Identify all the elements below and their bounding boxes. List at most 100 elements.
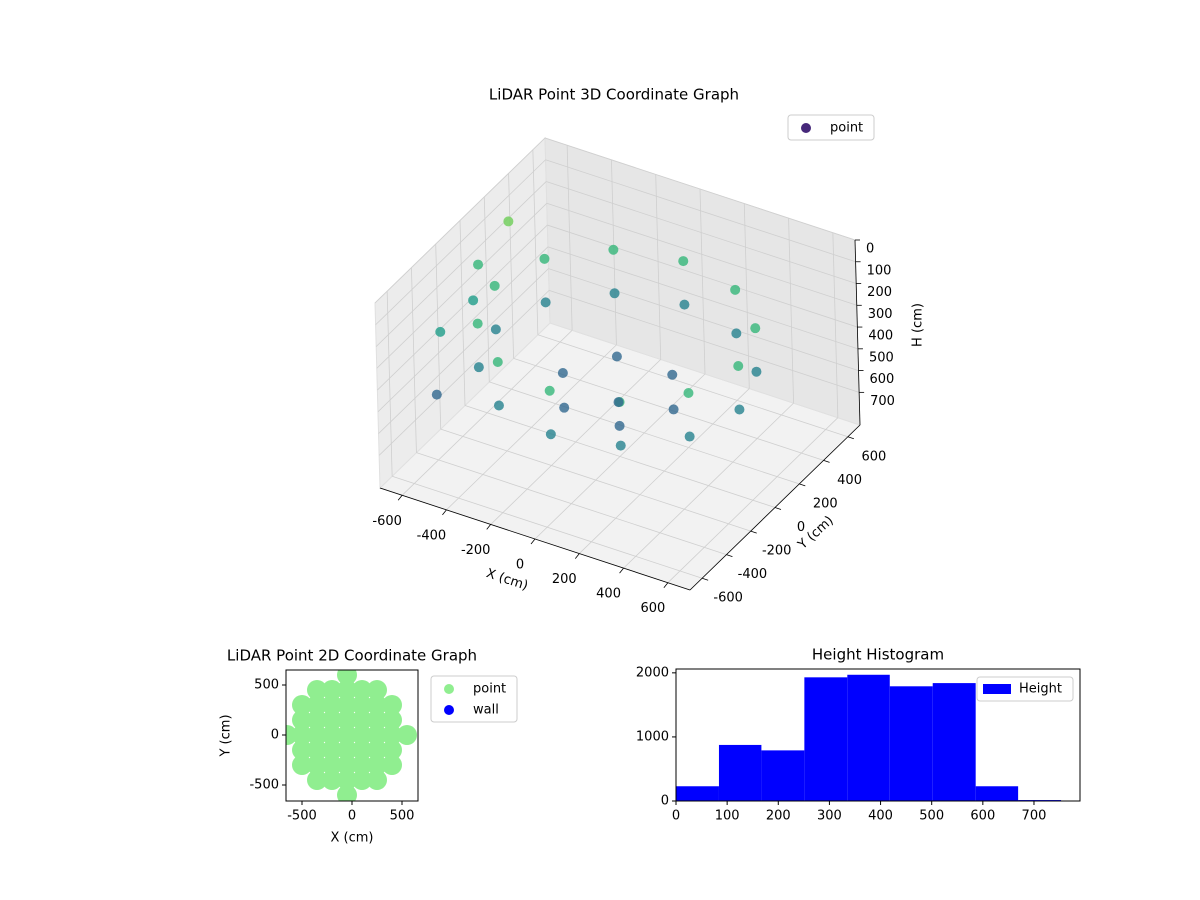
point <box>668 404 679 415</box>
grid-line <box>483 196 490 382</box>
x-tick-label: -600 <box>372 514 402 529</box>
grid-line <box>508 173 514 359</box>
point <box>352 695 372 715</box>
point <box>539 253 550 264</box>
legend-marker <box>801 123 811 133</box>
grid-line <box>489 381 800 485</box>
point <box>307 755 327 775</box>
bar <box>804 677 848 801</box>
point <box>678 256 689 267</box>
point <box>337 770 357 790</box>
grid-line <box>392 475 703 579</box>
x-tick <box>619 567 624 574</box>
point <box>382 755 402 775</box>
grid-line <box>375 159 546 326</box>
grid-line <box>544 137 856 241</box>
grid-line <box>699 188 706 375</box>
point <box>367 710 387 730</box>
point <box>679 299 690 310</box>
grid-line <box>459 220 466 406</box>
grid-line <box>546 181 857 284</box>
x-tick-label: 400 <box>596 587 621 602</box>
point <box>613 397 624 408</box>
grid-line <box>537 334 848 438</box>
grid-line <box>743 203 750 389</box>
x-tick-label: 600 <box>970 809 995 824</box>
point <box>337 680 357 700</box>
point <box>292 695 312 715</box>
grid-line <box>655 174 662 360</box>
point <box>292 755 312 775</box>
y-tick-label: 0 <box>271 728 279 743</box>
point <box>307 695 327 715</box>
x-tick-label: 100 <box>715 809 740 824</box>
grid-line <box>566 145 573 331</box>
y-tick-label: -200 <box>762 544 792 559</box>
point <box>292 710 312 730</box>
x-tick <box>442 509 447 516</box>
grid-line <box>547 246 859 350</box>
point <box>545 429 556 440</box>
bar <box>761 750 805 801</box>
point <box>322 725 342 745</box>
x-tick-label: 600 <box>640 601 665 616</box>
point <box>382 740 402 760</box>
grid-line <box>416 452 727 556</box>
point <box>614 420 625 431</box>
point <box>367 695 387 715</box>
legend-label: point <box>473 682 506 697</box>
y-tick-label: -500 <box>249 778 279 793</box>
point <box>559 402 570 413</box>
point <box>731 328 742 339</box>
point <box>307 740 327 760</box>
point <box>397 725 417 745</box>
y-tick-label: 0 <box>661 794 669 809</box>
y-axis <box>689 424 861 591</box>
grid-line <box>788 218 794 404</box>
grid-line <box>547 224 858 328</box>
point <box>367 725 387 745</box>
x-tick-label: 300 <box>817 809 842 824</box>
bar <box>975 786 1019 801</box>
point <box>322 740 342 760</box>
z-axis-label: H (cm) <box>911 303 926 347</box>
bar <box>676 786 719 801</box>
bar <box>847 674 890 801</box>
point <box>307 770 327 790</box>
chart-title: LiDAR Point 2D Coordinate Graph <box>227 647 477 665</box>
point <box>751 366 762 377</box>
point <box>750 323 761 334</box>
point <box>337 695 357 715</box>
y-tick-label: 2000 <box>636 665 669 680</box>
point <box>683 388 694 399</box>
point <box>468 295 479 306</box>
point <box>292 740 312 760</box>
point <box>307 710 327 730</box>
grid-line <box>374 137 546 304</box>
point <box>322 710 342 730</box>
y-tick-label: 0 <box>797 520 805 535</box>
point <box>730 284 741 295</box>
point <box>557 367 568 378</box>
z-tick-label: 0 <box>866 242 874 257</box>
grid-line <box>546 202 857 306</box>
point <box>611 351 622 362</box>
x-tick <box>574 553 580 559</box>
x-tick-label: 200 <box>766 809 791 824</box>
grid-line <box>464 405 776 508</box>
point <box>322 695 342 715</box>
point <box>322 770 342 790</box>
point <box>492 356 503 367</box>
x-tick <box>663 582 669 588</box>
legend-label: Height <box>1019 682 1062 697</box>
point <box>337 785 357 801</box>
axes-frame <box>675 668 1081 802</box>
x-tick <box>486 524 492 530</box>
z-tick-label: 300 <box>868 307 893 322</box>
point <box>352 725 372 745</box>
grid-line <box>377 224 548 391</box>
point <box>733 360 744 371</box>
axes-frame <box>285 669 419 802</box>
point <box>367 740 387 760</box>
x-tick-label: -500 <box>287 809 317 824</box>
